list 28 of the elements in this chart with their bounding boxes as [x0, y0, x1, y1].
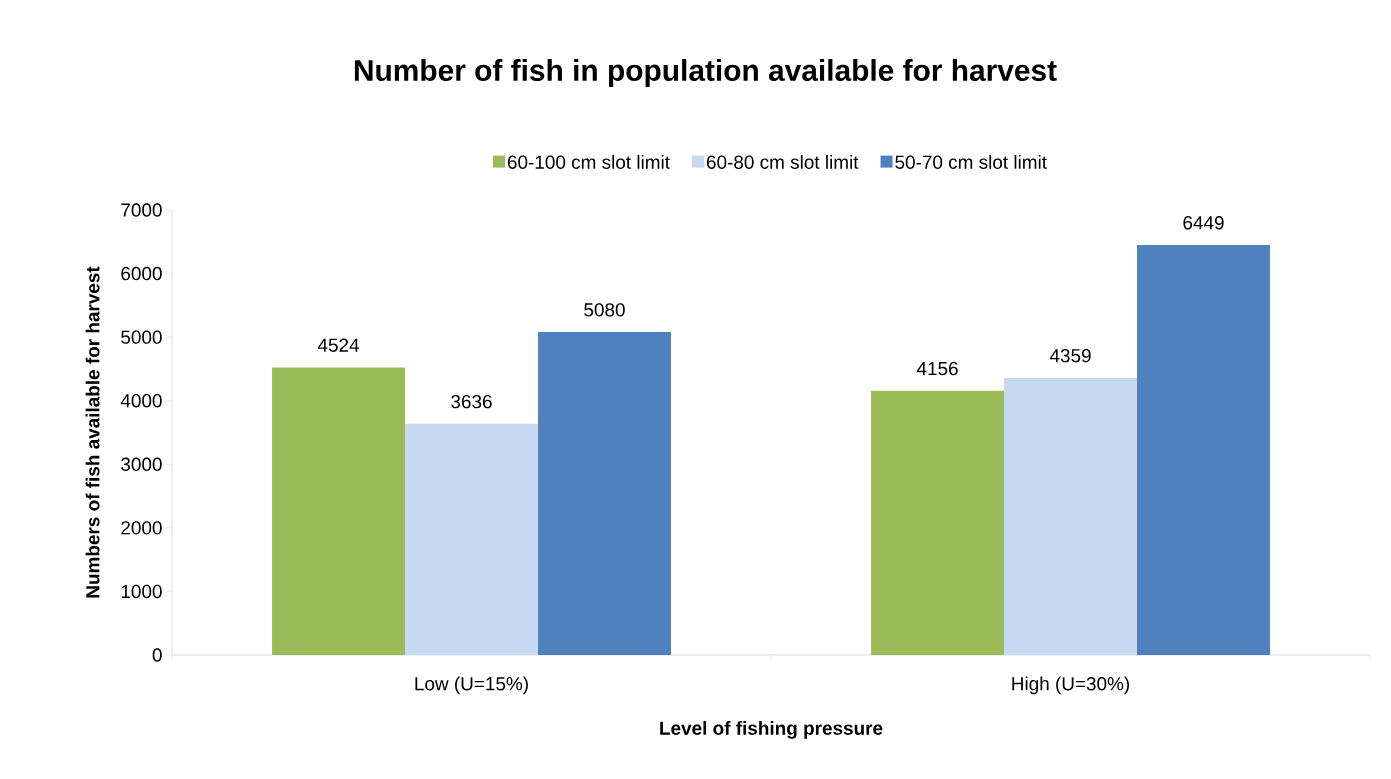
bar	[538, 332, 671, 655]
y-tick-label: 4000	[120, 394, 162, 408]
y-tick-label: 3000	[121, 457, 162, 471]
legend-label: 60-100 cm slot limit	[507, 154, 670, 169]
y-tick-label: 1000	[121, 584, 162, 599]
y-tick-label: 7000	[121, 203, 162, 217]
y-tick-label: 5000	[121, 330, 162, 344]
data-label: 4156	[916, 361, 958, 376]
data-label: 3636	[451, 394, 492, 409]
x-tick-label: Low (U=15%)	[415, 676, 528, 695]
y-tick-label: 6000	[121, 266, 162, 281]
data-label: 4359	[1049, 348, 1091, 363]
y-tick-label: 2000	[121, 521, 162, 535]
x-tick-label: High (U=30%)	[1012, 676, 1130, 695]
x-axis-title: Level of fishing pressure	[660, 721, 883, 739]
bar	[405, 423, 538, 655]
chart-title: Number of fish in population available for harvest	[354, 59, 1057, 87]
data-label: 6449	[1183, 216, 1224, 230]
y-axis-title: Numbers of fish available for harvest	[85, 266, 100, 598]
bar	[1004, 377, 1138, 655]
bar	[871, 390, 1005, 655]
legend-label: 50-70 cm slot limit	[895, 154, 1047, 169]
legend-label: 60-80 cm slot limit	[706, 154, 859, 169]
data-label: 5080	[584, 303, 625, 317]
bar	[1137, 245, 1270, 655]
bar	[272, 367, 406, 655]
data-label: 4524	[317, 338, 360, 352]
y-tick-label: 0	[152, 648, 162, 662]
